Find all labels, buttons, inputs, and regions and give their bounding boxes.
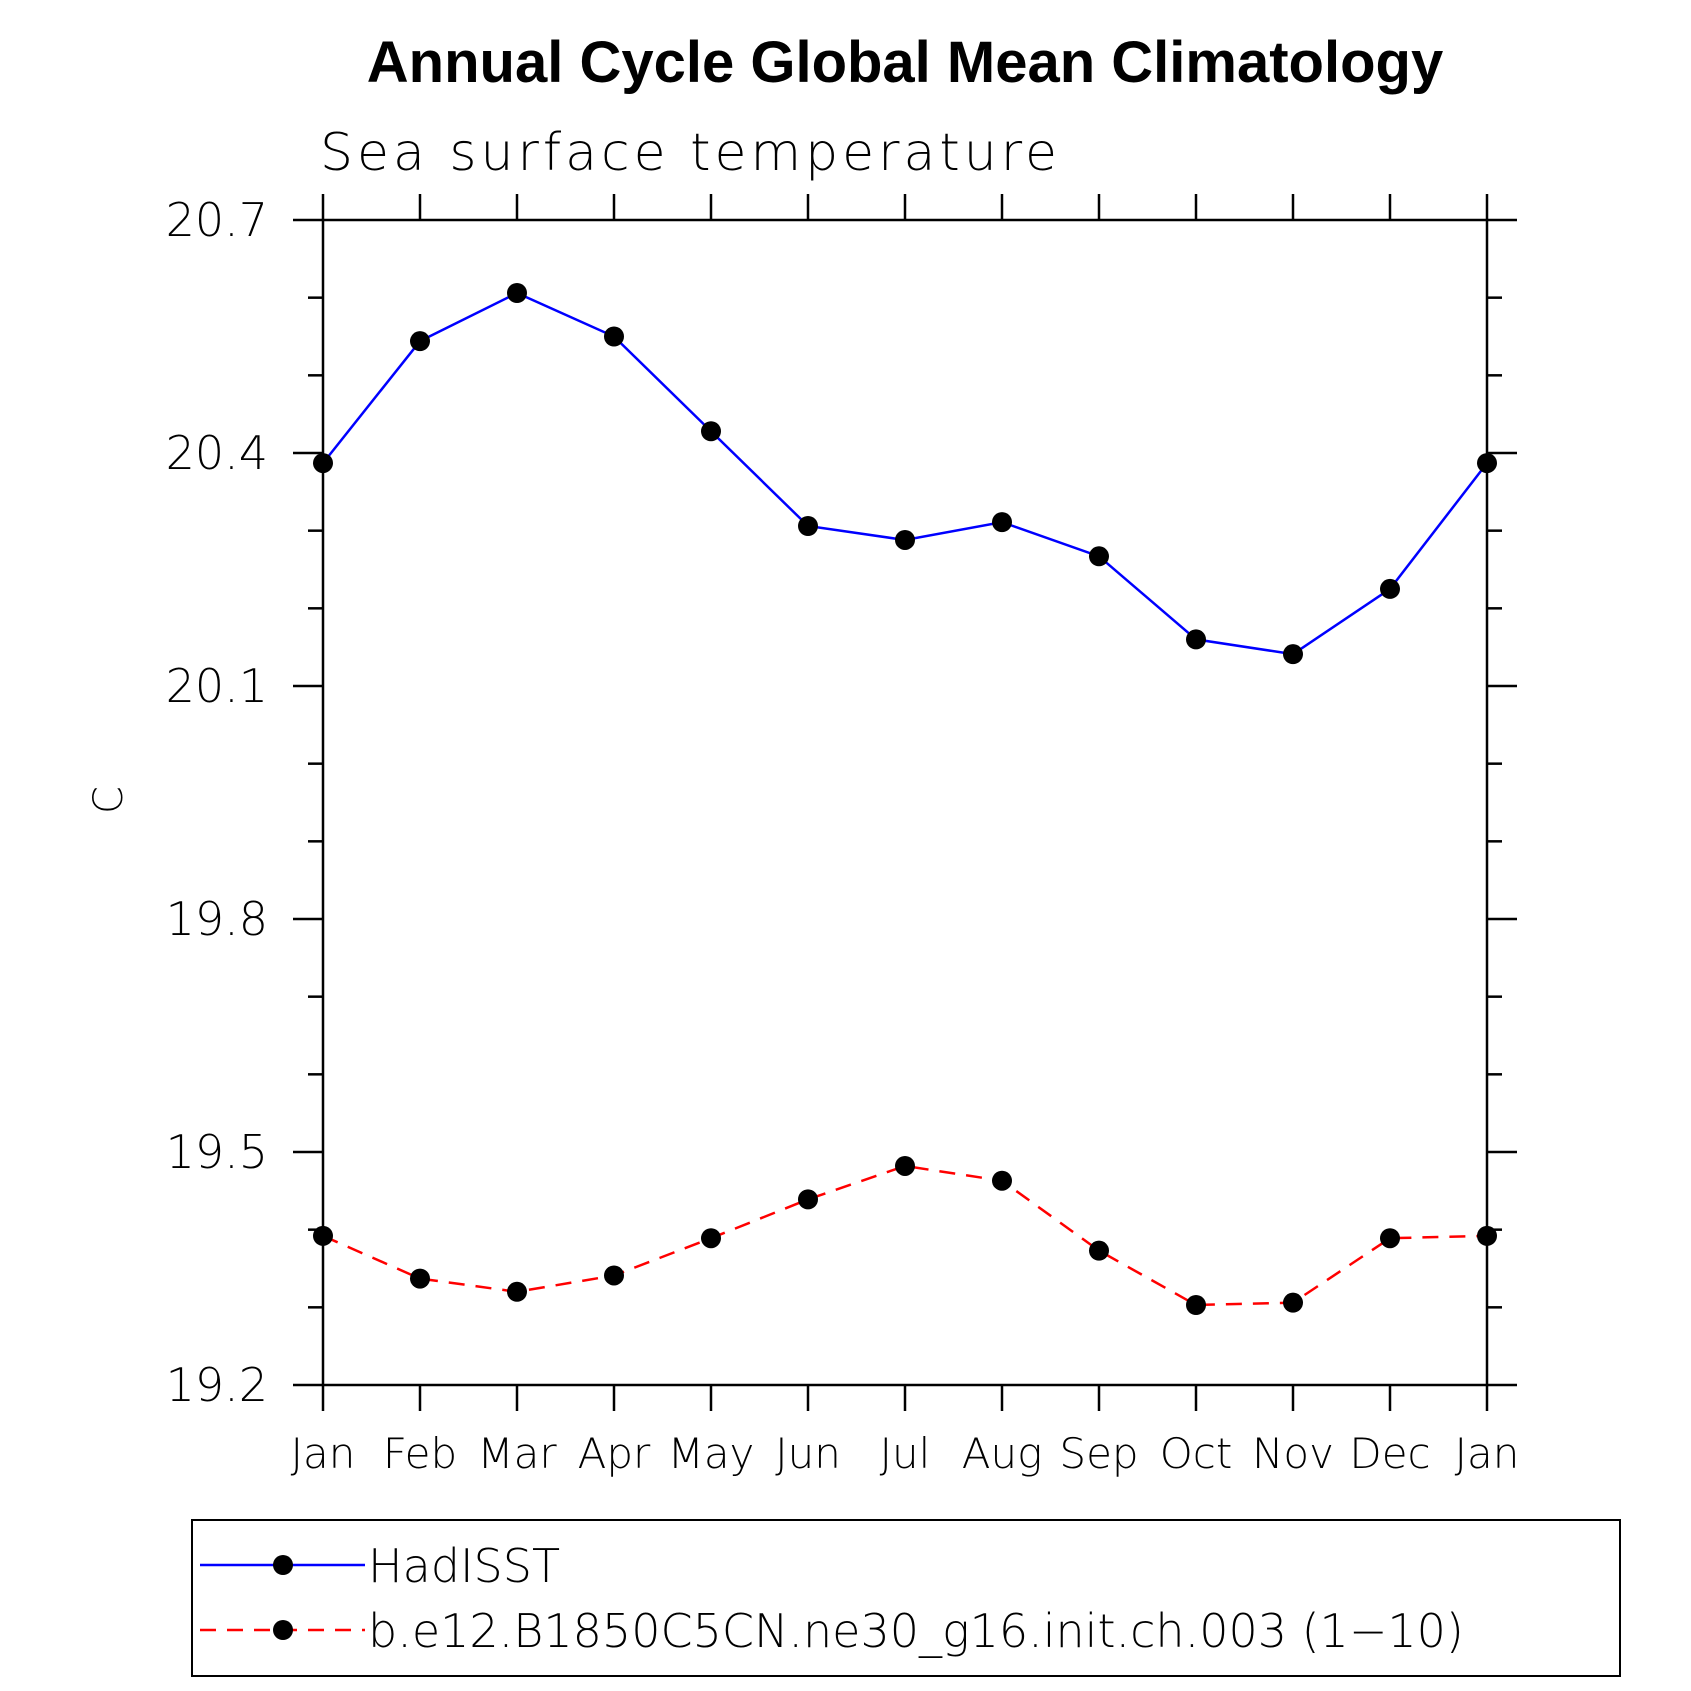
data-point — [895, 1155, 915, 1176]
series-1 — [313, 283, 1497, 665]
series-layer — [313, 283, 1497, 1316]
chart-subtitle: Sea surface temperature — [320, 123, 1061, 183]
x-tick-label: Dec — [1349, 1429, 1430, 1478]
data-point — [1089, 546, 1109, 567]
y-tick-label: 19.5 — [166, 1125, 268, 1179]
y-tick-label: 19.2 — [166, 1358, 268, 1412]
data-point — [798, 516, 818, 537]
chart-title: Annual Cycle Global Mean Climatology — [367, 30, 1443, 95]
x-tick-label: Jul — [880, 1429, 931, 1478]
data-point — [604, 326, 624, 347]
data-point — [1283, 644, 1303, 665]
data-point — [1380, 578, 1400, 599]
data-point — [1477, 453, 1497, 474]
x-tick-label: Feb — [383, 1429, 457, 1478]
y-tick-label: 20.1 — [166, 659, 268, 713]
axes-layer: Jan Feb Mar Apr May Jun Jul Aug Sep Oct Nov Dec Jan 2… — [166, 193, 1520, 1478]
legend-entries: HadISST b.e12.B1850C5CN.ne30_g16.init.ch.… — [200, 1539, 1464, 1658]
y-tick-label: 20.4 — [166, 426, 268, 480]
data-point — [604, 1265, 624, 1286]
data-point — [1186, 629, 1206, 650]
data-point — [410, 331, 430, 352]
data-point — [1380, 1228, 1400, 1249]
series-2 — [313, 1155, 1497, 1316]
data-point — [1283, 1292, 1303, 1313]
data-point — [992, 512, 1012, 533]
x-tick-label: Nov — [1252, 1429, 1334, 1478]
plot-frame — [321, 218, 1489, 1387]
legend-entry-2: b.e12.B1850C5CN.ne30_g16.init.ch.003 (1−… — [200, 1604, 1464, 1658]
data-point — [895, 529, 915, 550]
data-point — [701, 1228, 721, 1249]
x-tick-label: May — [668, 1429, 755, 1478]
legend-marker — [273, 1555, 293, 1575]
series-line — [322, 1164, 1488, 1307]
data-point — [507, 283, 527, 304]
legend-label: HadISST — [368, 1539, 560, 1593]
x-tick-label: Apr — [578, 1429, 651, 1478]
y-tick-label: 19.8 — [166, 892, 268, 946]
x-tick-label: Jan — [1455, 1429, 1520, 1478]
legend-label: b.e12.B1850C5CN.ne30_g16.init.ch.003 (1−… — [368, 1604, 1464, 1658]
data-point — [410, 1268, 430, 1289]
data-point — [1089, 1240, 1109, 1261]
legend: HadISST b.e12.B1850C5CN.ne30_g16.init.ch.… — [191, 1519, 1621, 1677]
data-point — [992, 1170, 1012, 1191]
y-tick-label: 20.7 — [166, 193, 268, 247]
data-point — [507, 1281, 527, 1302]
data-point — [1186, 1295, 1206, 1316]
legend-marker — [273, 1620, 293, 1640]
data-point — [313, 453, 333, 474]
series-line — [322, 291, 1488, 656]
data-point — [798, 1189, 818, 1210]
data-point — [1477, 1225, 1497, 1246]
x-tick-label: Sep — [1059, 1429, 1138, 1478]
x-tick-label: Jun — [775, 1429, 841, 1478]
x-tick-label: Aug — [962, 1429, 1043, 1478]
x-tick-label: Oct — [1160, 1429, 1233, 1478]
legend-frame — [191, 1519, 1621, 1677]
data-point — [701, 421, 721, 442]
data-point — [313, 1225, 333, 1246]
x-tick-label: Jan — [291, 1429, 356, 1478]
x-tick-label: Mar — [477, 1429, 557, 1478]
legend-entry-1: HadISST — [200, 1539, 560, 1593]
y-axis-label: C — [86, 786, 132, 814]
